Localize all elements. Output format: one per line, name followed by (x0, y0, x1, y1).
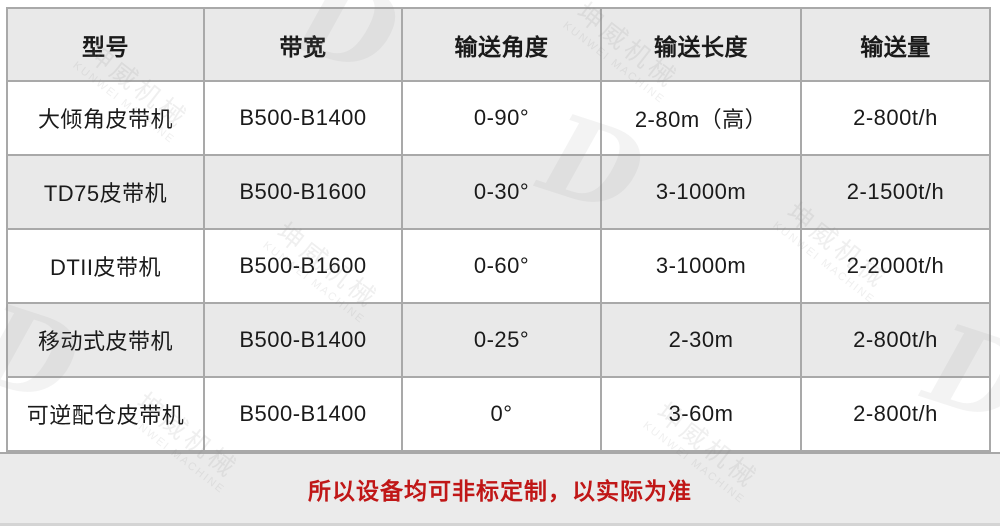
column-header-model: 型号 (8, 9, 203, 80)
cell-angle: 0° (403, 378, 600, 450)
cell-length: 3-1000m (602, 156, 800, 228)
cell-model: 移动式皮带机 (8, 304, 203, 376)
cell-angle: 0-60° (403, 230, 600, 302)
cell-width: B500-B1400 (205, 304, 401, 376)
cell-model: 可逆配仓皮带机 (8, 378, 203, 450)
cell-capacity: 2-1500t/h (802, 156, 989, 228)
column-header-capacity: 输送量 (802, 9, 989, 80)
column-header-conveying-angle: 输送角度 (403, 9, 600, 80)
cell-angle: 0-25° (403, 304, 600, 376)
cell-angle: 0-30° (403, 156, 600, 228)
footer-note-band: 所以设备均可非标定制，以实际为准 (0, 452, 1000, 526)
cell-model: TD75皮带机 (8, 156, 203, 228)
cell-length: 3-60m (602, 378, 800, 450)
cell-model: DTII皮带机 (8, 230, 203, 302)
cell-length: 3-1000m (602, 230, 800, 302)
column-header-belt-width: 带宽 (205, 9, 401, 80)
spec-table: 型号 带宽 输送角度 输送长度 输送量 大倾角皮带机 B500-B1400 0-… (6, 7, 991, 452)
cell-width: B500-B1600 (205, 230, 401, 302)
cell-capacity: 2-800t/h (802, 378, 989, 450)
cell-length: 2-30m (602, 304, 800, 376)
cell-width: B500-B1400 (205, 378, 401, 450)
cell-capacity: 2-800t/h (802, 304, 989, 376)
cell-model: 大倾角皮带机 (8, 82, 203, 154)
cell-length: 2-80m（高） (602, 82, 800, 154)
footer-note-text: 所以设备均可非标定制，以实际为准 (308, 477, 692, 504)
cell-width: B500-B1400 (205, 82, 401, 154)
cell-angle: 0-90° (403, 82, 600, 154)
column-header-conveying-length: 输送长度 (602, 9, 800, 80)
cell-capacity: 2-800t/h (802, 82, 989, 154)
cell-capacity: 2-2000t/h (802, 230, 989, 302)
cell-width: B500-B1600 (205, 156, 401, 228)
